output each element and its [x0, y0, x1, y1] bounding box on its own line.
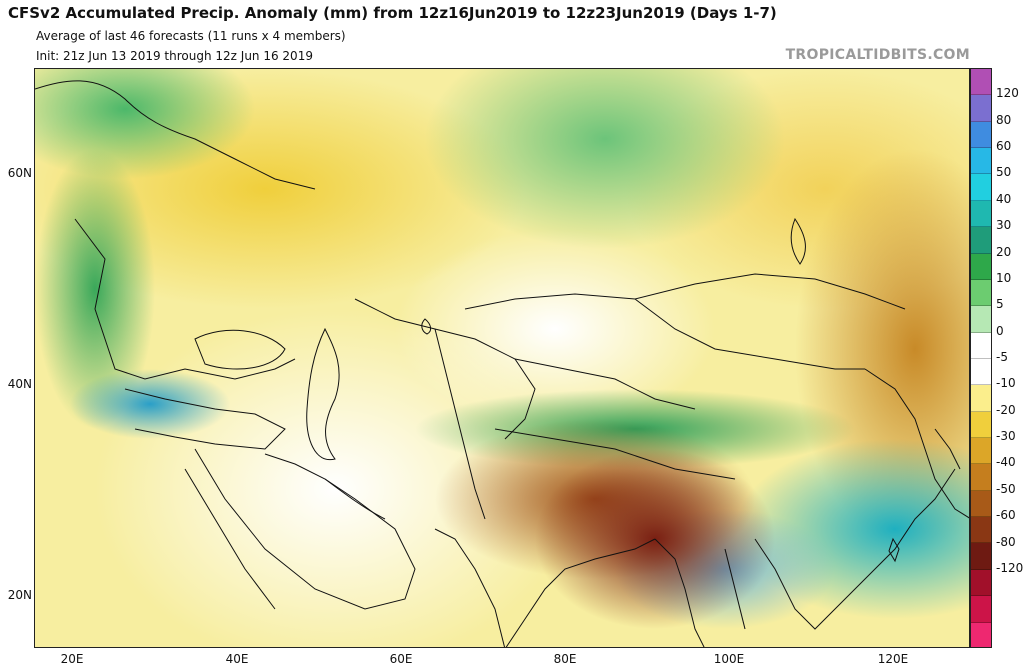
colorbar-tick-label: 120 [996, 86, 1019, 101]
colorbar-tick-label: 5 [996, 297, 1004, 312]
init-time-subtitle: Init: 21z Jun 13 2019 through 12z Jun 16… [36, 49, 313, 63]
colorbar [970, 68, 992, 648]
lon-label-120e: 120E [877, 652, 909, 666]
colorbar-swatch [971, 517, 991, 544]
forecast-average-subtitle: Average of last 46 forecasts (11 runs x … [36, 29, 346, 43]
lat-label-60n: 60N [7, 166, 32, 180]
colorbar-swatch [971, 279, 991, 307]
lat-label-40n: 40N [7, 377, 32, 391]
colorbar-swatch [971, 306, 991, 333]
colorbar-swatch [971, 411, 991, 439]
colorbar-swatch [971, 490, 991, 518]
colorbar-swatch [971, 596, 991, 623]
map-title: CFSv2 Accumulated Precip. Anomaly (mm) f… [8, 4, 777, 22]
colorbar-swatch [971, 253, 991, 280]
lon-label-80e: 80E [553, 652, 577, 666]
colorbar-swatch [971, 121, 991, 149]
colorbar-tick-label: 50 [996, 165, 1012, 180]
colorbar-swatch [971, 622, 991, 647]
lat-label-20n: 20N [7, 588, 32, 602]
colorbar-tick-label: 80 [996, 112, 1012, 127]
colorbar-tick-label: 60 [996, 139, 1012, 154]
colorbar-tick-label: -50 [996, 481, 1016, 496]
colorbar-swatch [971, 438, 991, 465]
colorbar-tick-label: 10 [996, 270, 1012, 285]
colorbar-swatch [971, 174, 991, 201]
precip-anomaly-map [34, 68, 970, 648]
colorbar-tick-label: -40 [996, 455, 1016, 470]
colorbar-swatch [971, 332, 991, 359]
colorbar-tick-label: -20 [996, 402, 1016, 417]
colorbar-tick-label: 40 [996, 191, 1012, 206]
lon-label-60e: 60E [389, 652, 413, 666]
colorbar-swatch [971, 385, 991, 412]
colorbar-swatch [971, 69, 991, 96]
colorbar-tick-label: -30 [996, 429, 1016, 444]
colorbar-tick-label: -80 [996, 534, 1016, 549]
colorbar-swatch [971, 543, 991, 570]
colorbar-swatch [971, 358, 991, 386]
colorbar-tick-label: -10 [996, 376, 1016, 391]
lon-label-20e: 20E [60, 652, 84, 666]
colorbar-tick-label: 20 [996, 244, 1012, 259]
lon-label-40e: 40E [225, 652, 249, 666]
source-watermark: TROPICALTIDBITS.COM [785, 47, 970, 63]
colorbar-tick-label: -120 [996, 560, 1024, 575]
coastlines-borders [35, 80, 969, 647]
colorbar-swatch [971, 95, 991, 122]
colorbar-tick-label: 30 [996, 218, 1012, 233]
colorbar-swatch [971, 464, 991, 491]
colorbar-swatch [971, 200, 991, 228]
colorbar-swatch [971, 227, 991, 254]
colorbar-tick-label: 0 [996, 323, 1004, 338]
colorbar-tick-label: -60 [996, 508, 1016, 523]
colorbar-swatch [971, 569, 991, 597]
lon-label-100e: 100E [713, 652, 745, 666]
colorbar-swatch [971, 148, 991, 175]
colorbar-tick-label: -5 [996, 350, 1008, 364]
